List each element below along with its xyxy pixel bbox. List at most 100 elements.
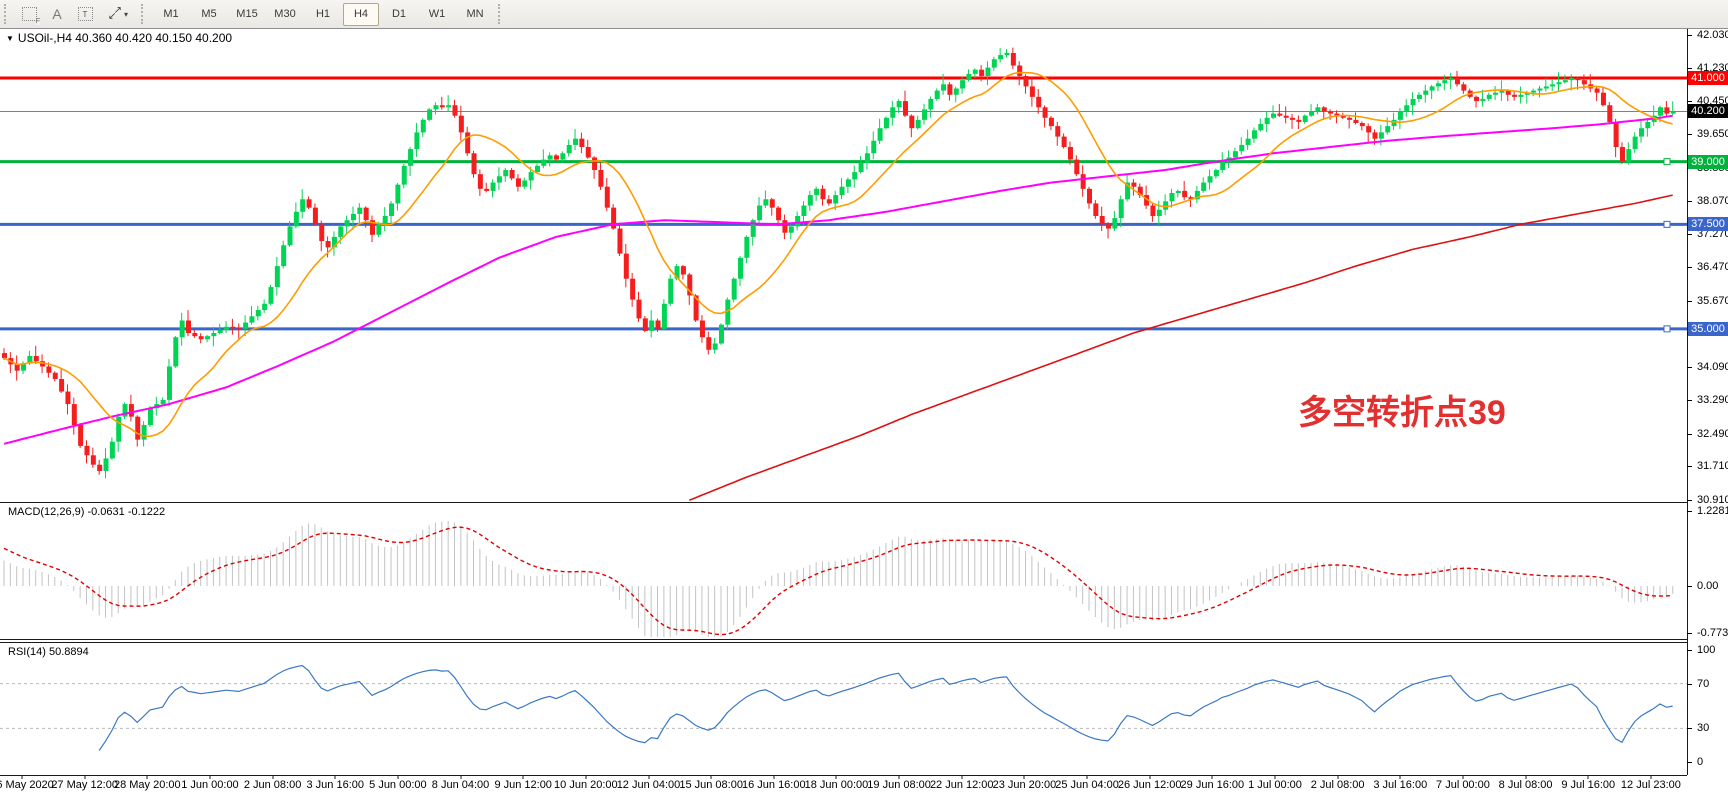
price-tick-label: 35.670	[1687, 295, 1728, 308]
time-tick	[961, 775, 963, 779]
time-tick	[1650, 775, 1652, 779]
macd-indicator-label: MACD(12,26,9) -0.0631 -0.1222	[8, 506, 166, 518]
time-label: 29 Jun 16:00	[1180, 779, 1245, 791]
time-label: 7 Jul 00:00	[1436, 779, 1490, 791]
time-label: 3 Jun 16:00	[306, 779, 365, 791]
time-tick	[84, 775, 86, 779]
time-label: 5 Jun 00:00	[369, 779, 427, 791]
time-label: 8 Jun 04:00	[431, 779, 490, 791]
time-tick	[773, 775, 775, 779]
time-tick	[1399, 775, 1401, 779]
macd-tick-label: 1.2281	[1687, 505, 1728, 518]
toolbar-grip[interactable]	[498, 4, 505, 24]
price-tick-label: 30.910	[1687, 494, 1728, 507]
time-tick	[585, 775, 587, 779]
timeframe-button-m15[interactable]: M15	[236, 8, 258, 20]
level-line-handle[interactable]	[1663, 220, 1671, 228]
rsi-line	[98, 664, 1673, 751]
pane-divider	[0, 775, 1687, 776]
time-label: 3 Jul 16:00	[1373, 779, 1428, 791]
time-label: 2 Jul 08:00	[1310, 779, 1365, 791]
time-label: 12 Jul 23:00	[1620, 779, 1681, 791]
collapse-triangle-icon[interactable]: ▼	[6, 34, 14, 43]
time-label: 26 May 2020	[0, 779, 54, 791]
time-tick	[710, 775, 712, 779]
timeframe-button-d1[interactable]: D1	[391, 8, 407, 20]
frame-tool-button[interactable]: F	[16, 2, 42, 26]
time-label: 22 Jun 12:00	[929, 779, 994, 791]
time-tick	[209, 775, 211, 779]
timeframe-button-mn[interactable]: MN	[466, 8, 484, 20]
price-badge-35.000: 35.000	[1688, 321, 1728, 336]
timeframe-button-m30[interactable]: M30	[274, 8, 296, 20]
price-badge-39.000: 39.000	[1688, 154, 1728, 169]
ma-medium-line	[3, 114, 1673, 445]
time-tick	[146, 775, 148, 779]
price-tick-label: 34.090	[1687, 361, 1728, 374]
rsi-tick-label: 0	[1687, 756, 1728, 769]
time-tick	[460, 775, 462, 779]
label-tool-button[interactable]: T	[72, 2, 98, 26]
time-label: 19 Jun 08:00	[867, 779, 931, 791]
toolbar-grip[interactable]	[141, 4, 148, 24]
pane-divider[interactable]	[0, 639, 1687, 640]
chart-area: ▼ USOil-,H4 40.360 40.420 40.150 40.200 M…	[0, 29, 1728, 792]
time-tick	[21, 775, 23, 779]
time-tick	[272, 775, 274, 779]
time-label: 26 Jun 12:00	[1117, 779, 1182, 791]
pane-divider[interactable]	[0, 502, 1687, 503]
time-tick	[648, 775, 649, 779]
toolbar: F A T ↗ ↙ ▾ M1 M5 M15 M30 H1 H4 D1 W1 MN	[0, 0, 1728, 29]
chevron-down-icon[interactable]: ▾	[123, 9, 128, 19]
time-label: 1 Jun 00:00	[181, 779, 239, 791]
time-label: 9 Jun 12:00	[494, 779, 552, 791]
toolbar-grip[interactable]	[4, 4, 11, 24]
main-price-pane[interactable]	[0, 29, 1687, 502]
candlesticks[interactable]	[2, 47, 1676, 479]
chart-title[interactable]: ▼ USOil-,H4 40.360 40.420 40.150 40.200	[6, 31, 232, 45]
time-tick	[1337, 775, 1339, 779]
timeframe-button-h4[interactable]: H4	[343, 2, 379, 26]
time-label: 8 Jul 08:00	[1498, 779, 1553, 791]
timeframe-button-h1[interactable]: H1	[315, 8, 331, 20]
time-tick	[1023, 775, 1025, 779]
time-label: 28 May 20:00	[113, 779, 181, 791]
time-tick	[1525, 775, 1527, 779]
price-badge-37.500: 37.500	[1688, 217, 1728, 232]
timeframe-button-m5[interactable]: M5	[201, 8, 217, 20]
time-tick	[1086, 775, 1088, 779]
label-tool-icon: T	[77, 7, 93, 21]
rsi-pane[interactable]	[0, 642, 1687, 775]
macd-pane[interactable]	[0, 502, 1687, 639]
ma-slow-line	[689, 194, 1673, 501]
price-axis-line	[1687, 29, 1688, 775]
time-label: 9 Jul 16:00	[1561, 779, 1616, 791]
macd-tick-label: -0.7738	[1687, 627, 1728, 640]
macd-histogram	[3, 520, 1674, 637]
frame-tool-icon-letter: F	[35, 18, 40, 25]
level-line-handle[interactable]	[1663, 325, 1671, 333]
text-tool-button[interactable]: A	[44, 2, 70, 26]
cycle-arrows-button[interactable]: ↗ ↙ ▾	[100, 2, 136, 26]
time-label: 16 Jun 16:00	[741, 779, 806, 791]
price-tick-label: 33.290	[1687, 394, 1728, 407]
timeframe-button-m1[interactable]: M1	[163, 8, 179, 20]
level-line-handle[interactable]	[1663, 158, 1671, 166]
price-tick-label: 36.470	[1687, 261, 1728, 274]
rsi-tick-label: 70	[1687, 678, 1728, 691]
rsi-indicator-label: RSI(14) 50.8894	[8, 646, 89, 658]
chart-annotation-text: 多空转折点39	[1298, 394, 1506, 432]
time-tick	[1149, 775, 1151, 779]
macd-signal-line	[3, 526, 1673, 636]
time-label: 25 Jun 04:00	[1055, 779, 1119, 791]
price-tick-label: 31.710	[1687, 460, 1728, 473]
time-tick	[1587, 775, 1589, 779]
time-label: 12 Jun 04:00	[616, 779, 681, 791]
timeframe-button-w1[interactable]: W1	[428, 8, 446, 20]
time-tick	[1462, 775, 1464, 779]
text-tool-icon: A	[52, 6, 62, 22]
ma-fast-line	[3, 71, 1673, 438]
chart-title-text: USOil-,H4 40.360 40.420 40.150 40.200	[17, 31, 233, 45]
rsi-tick-label: 30	[1687, 722, 1728, 735]
price-tick-label: 40.450	[1687, 95, 1728, 108]
